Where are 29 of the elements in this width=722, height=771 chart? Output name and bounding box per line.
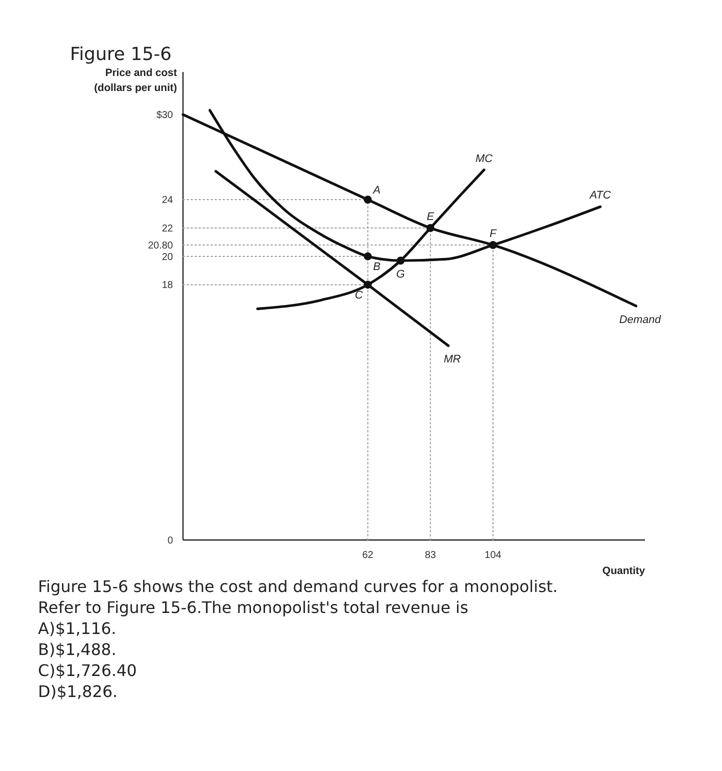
text: C)$1,726.40 [38,661,137,680]
series-label: MR [444,354,461,366]
text: Refer to Figure 15-6.The monopolist's total revenue is [38,598,468,617]
y-tick-label: 20.80 [148,240,174,252]
x-tick-label: 83 [424,550,436,561]
text: D)$1,826. [38,682,118,701]
annotation: C [354,290,363,302]
y-tick-label: 0 [167,536,174,546]
annotation: G [396,268,406,280]
x-tick-label: 104 [484,550,502,561]
caption: Figure 15-6 shows the cost and demand curves for a monopolist. [38,577,558,596]
annotation: B [373,261,380,274]
series-label: Demand [619,314,662,326]
y-tick-label: 24 [162,195,174,206]
text: B)$1,488. [38,640,116,659]
x-axis-title: Quantity [602,565,646,577]
y-tick-label: 18 [162,280,174,292]
annotation: E [426,210,435,223]
y-tick-label: 22 [162,224,174,234]
y-tick-label: $30 [156,110,174,122]
y-tick-label: 20 [162,252,174,263]
annotation: F [490,228,498,240]
series-label: ATC [588,190,611,202]
chart-title: Figure 15-6 [70,44,172,65]
x-tick-label: 62 [362,550,374,561]
y-axis-title: Price and cost (dollars per unit) [94,67,178,94]
series-label: MC [475,152,493,165]
text: A)$1,116. [38,619,116,638]
annotation: A [372,184,380,196]
